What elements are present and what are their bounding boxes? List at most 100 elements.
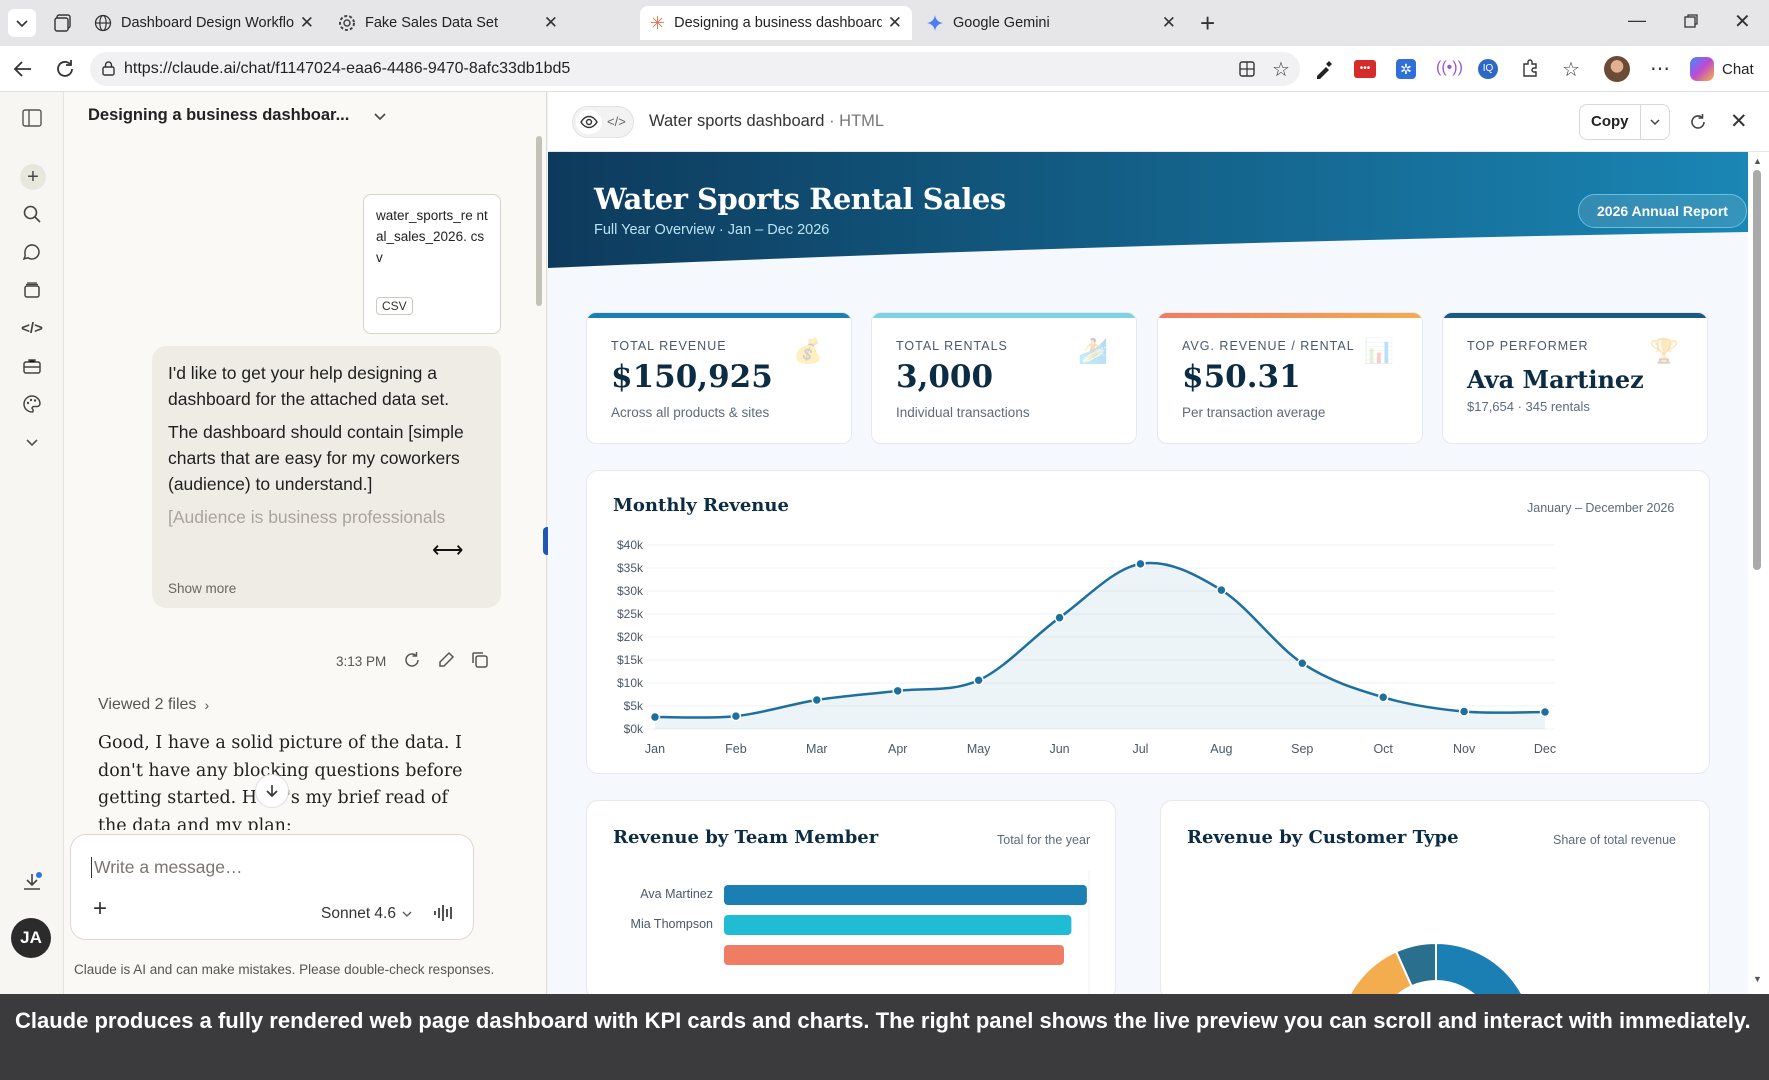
- download-app-icon[interactable]: [20, 870, 44, 894]
- copilot-chat-button[interactable]: Chat: [1690, 56, 1754, 82]
- chevron-down-icon: [402, 909, 412, 919]
- chat-title-dropdown[interactable]: Designing a business dashboar...: [88, 106, 387, 125]
- team-revenue-card: Revenue by Team Member Total for the yea…: [586, 800, 1116, 994]
- add-attachment-icon[interactable]: +: [93, 895, 108, 922]
- workspaces-icon[interactable]: [52, 12, 74, 34]
- close-tab-icon[interactable]: ✕: [1161, 13, 1176, 32]
- close-artifact-icon[interactable]: ✕: [1730, 110, 1748, 133]
- preview-eye-icon[interactable]: [576, 110, 602, 134]
- artifact-name: Water sports dashboard: [649, 112, 825, 130]
- close-window-button[interactable]: ✕: [1734, 11, 1751, 33]
- tab-fake-sales-data-set[interactable]: Fake Sales Data Set ✕: [328, 6, 568, 40]
- profile-avatar[interactable]: [1604, 56, 1630, 82]
- ai-extension-icon[interactable]: IQ: [1478, 59, 1498, 79]
- data-point: [1458, 706, 1470, 717]
- copilot-icon: [1690, 57, 1714, 81]
- password-extension-icon[interactable]: •••: [1354, 60, 1376, 78]
- chat-title: Designing a business dashboar...: [88, 106, 350, 124]
- customer-type-donut-chart[interactable]: [1161, 801, 1710, 994]
- chat-label: Chat: [1722, 60, 1754, 78]
- site-info-icon[interactable]: [100, 60, 117, 77]
- bar: [724, 885, 1087, 905]
- code-icon[interactable]: </>: [21, 319, 43, 337]
- tab-google-gemini[interactable]: Google Gemini ✕: [916, 6, 1186, 40]
- attachment-type-badge: CSV: [376, 297, 413, 315]
- user-avatar[interactable]: JA: [11, 918, 51, 958]
- data-point: [1377, 692, 1389, 703]
- tab-dashboard-design-workflow[interactable]: Dashboard Design Workflow ✕: [84, 6, 324, 40]
- x-tick-label: Sep: [1291, 742, 1313, 756]
- copy-icon[interactable]: [470, 650, 490, 670]
- new-tab-button[interactable]: +: [1200, 8, 1216, 38]
- artifact-scrollbar-thumb[interactable]: [1753, 170, 1761, 570]
- y-tick-label: $30k: [617, 584, 644, 598]
- chats-icon[interactable]: [20, 240, 44, 264]
- team-revenue-bar-chart[interactable]: Ava Martinez Mia Thompson: [587, 871, 1116, 994]
- code-view-icon[interactable]: </>: [607, 114, 626, 129]
- x-tick-label: Oct: [1373, 742, 1393, 756]
- minimize-button[interactable]: —: [1628, 10, 1646, 30]
- extensions-puzzle-icon[interactable]: [1520, 58, 1540, 78]
- chart-title: Monthly Revenue: [613, 495, 789, 516]
- tab-designing-business-dashboard[interactable]: ✳ Designing a business dashboard fo ✕: [640, 6, 912, 40]
- user-message-paragraph: The dashboard should contain [simple cha…: [168, 422, 464, 494]
- dashboard-preview[interactable]: Water Sports Rental Sales Full Year Over…: [548, 152, 1748, 994]
- retry-icon[interactable]: [402, 650, 422, 670]
- address-bar-row: https://claude.ai/chat/f1147024-eaa6-448…: [0, 46, 1769, 92]
- panel-resize-handle[interactable]: [543, 527, 551, 555]
- copy-button[interactable]: Copy: [1580, 105, 1641, 139]
- settings-extension-icon[interactable]: ✲: [1396, 59, 1416, 79]
- model-name: Sonnet 4.6: [321, 905, 396, 922]
- url-field[interactable]: https://claude.ai/chat/f1147024-eaa6-448…: [90, 52, 1300, 86]
- show-more-link[interactable]: Show more: [168, 581, 237, 596]
- maximize-button[interactable]: [1683, 13, 1699, 29]
- favorites-list-icon[interactable]: ☆: [1562, 59, 1580, 81]
- toolbox-icon[interactable]: [20, 354, 44, 378]
- scroll-to-bottom-button[interactable]: [255, 774, 289, 808]
- chat-scrollbar-thumb[interactable]: [536, 136, 542, 306]
- back-button[interactable]: [12, 58, 34, 80]
- annual-report-badge[interactable]: 2026 Annual Report: [1578, 194, 1747, 228]
- kpi-value: Ava Martinez: [1467, 365, 1644, 394]
- chat-panel: Designing a business dashboar... water_s…: [64, 92, 551, 994]
- palette-icon[interactable]: [20, 392, 44, 416]
- monthly-revenue-line-chart[interactable]: $0k $5k $10k $15k $20k $25k $30k $35k $40k Jan Feb…: [587, 527, 1711, 767]
- pie-slice: [1394, 941, 1437, 988]
- attachment-card[interactable]: water_sports_re ntal_sales_2026. csv CSV: [363, 194, 501, 334]
- scroll-down-arrow[interactable]: ▼: [1753, 974, 1762, 984]
- search-icon[interactable]: [20, 202, 44, 226]
- voice-mode-icon[interactable]: [433, 903, 455, 923]
- close-tab-icon[interactable]: ✕: [299, 13, 314, 32]
- message-input[interactable]: Write a message…: [91, 857, 451, 878]
- x-tick-label: Jul: [1132, 742, 1148, 756]
- sidebar-toggle-icon[interactable]: [20, 106, 44, 130]
- broadcast-extension-icon[interactable]: ((•)): [1436, 59, 1463, 76]
- kpi-label: AVG. REVENUE / RENTAL: [1182, 339, 1355, 353]
- refresh-artifact-icon[interactable]: [1688, 112, 1708, 132]
- chevron-right-icon: ›: [204, 697, 210, 713]
- reload-button[interactable]: [54, 58, 76, 80]
- close-tab-icon[interactable]: ✕: [543, 13, 558, 32]
- tab-actions-chevron-icon[interactable]: [8, 9, 36, 37]
- more-chevron-down-icon[interactable]: [20, 430, 44, 454]
- data-point: [1297, 657, 1308, 669]
- copy-options-chevron-icon[interactable]: [1641, 105, 1669, 139]
- reader-view-icon[interactable]: [1238, 60, 1256, 78]
- x-tick-label: Apr: [888, 742, 907, 756]
- more-options-icon[interactable]: ⋯: [1650, 58, 1670, 80]
- dashboard-subtitle: Full Year Overview · Jan – Dec 2026: [594, 222, 830, 238]
- eyedropper-extension-icon[interactable]: [1314, 59, 1334, 79]
- model-selector[interactable]: Sonnet 4.6: [321, 905, 412, 923]
- data-point: [1054, 612, 1065, 623]
- projects-icon[interactable]: [20, 278, 44, 302]
- close-tab-icon[interactable]: ✕: [887, 13, 902, 32]
- caption-text: Claude produces a fully rendered web pag…: [15, 1008, 1751, 1033]
- scroll-up-arrow[interactable]: ▲: [1753, 156, 1762, 166]
- viewed-files-link[interactable]: Viewed 2 files ›: [98, 696, 209, 714]
- y-tick-label: $15k: [617, 653, 644, 667]
- kpi-value: $50.31: [1182, 359, 1301, 395]
- new-chat-icon[interactable]: +: [20, 164, 46, 190]
- edit-icon[interactable]: [436, 650, 456, 670]
- dashboard-title: Water Sports Rental Sales: [594, 182, 1006, 216]
- favorite-star-icon[interactable]: ☆: [1272, 59, 1290, 81]
